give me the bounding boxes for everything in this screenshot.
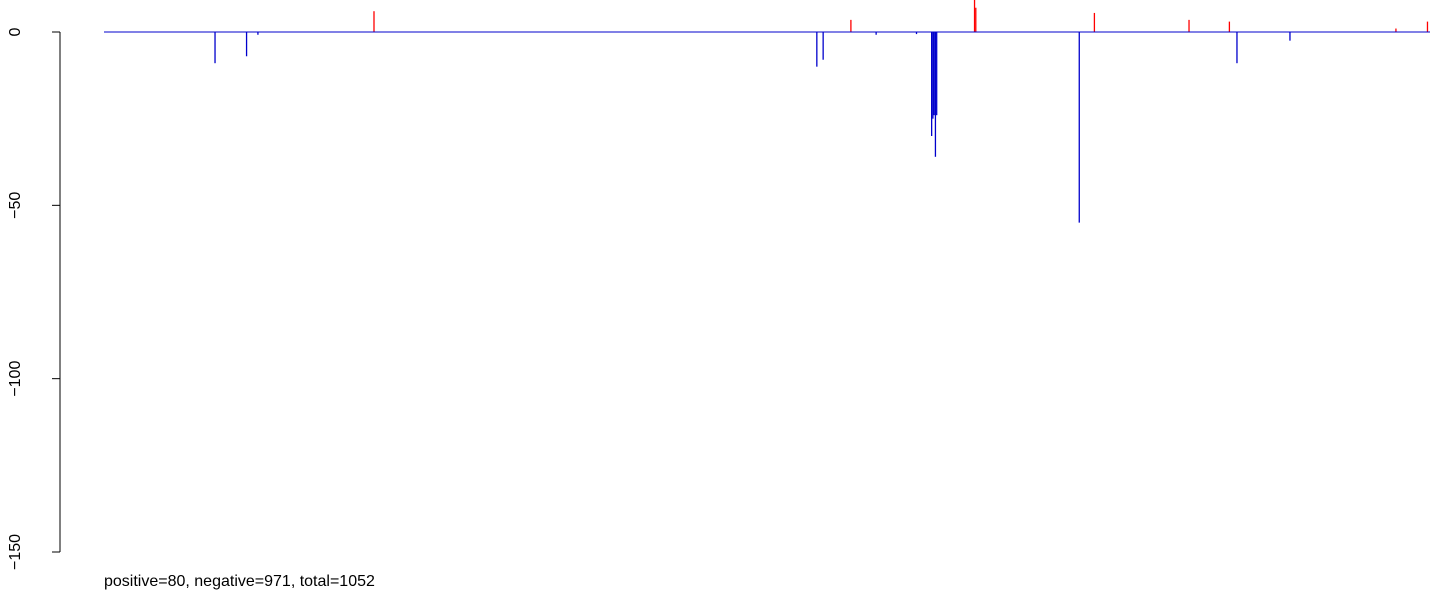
bar-series [214,0,1429,223]
y-axis-ticks: 0 −50 −100 −150 [7,27,60,570]
chart-caption: positive=80, negative=971, total=1052 [104,573,375,590]
y-tick-label: −100 [7,361,24,397]
y-tick-label: −150 [7,534,24,570]
y-tick-label: 0 [7,27,24,36]
y-tick-label: −50 [7,192,24,219]
